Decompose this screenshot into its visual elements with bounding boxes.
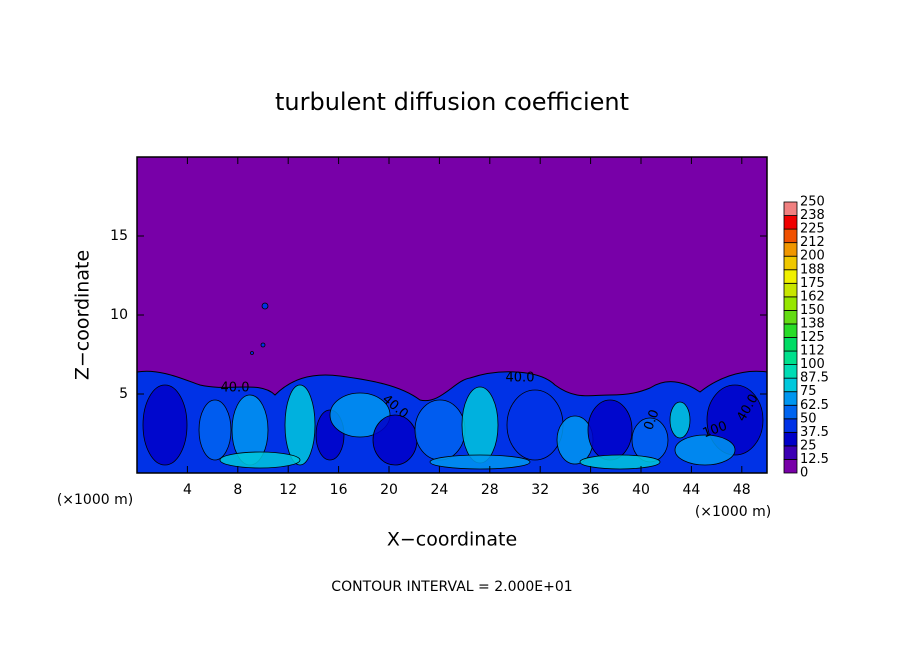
colorbar-box — [783, 323, 798, 338]
colorbar-label: 50 — [800, 411, 817, 426]
colorbar-label: 188 — [800, 262, 825, 277]
colorbar-label: 212 — [800, 235, 825, 250]
field-blob — [198, 399, 232, 461]
colorbar-box — [783, 296, 798, 311]
field-dot — [261, 302, 269, 310]
y-tick-label: 10 — [110, 307, 128, 323]
contour-label: 40.0 — [221, 381, 250, 396]
contour-label: 0.0 — [641, 408, 662, 433]
field-blob — [579, 454, 661, 470]
x-tick-label: 8 — [233, 482, 242, 498]
colorbar-label: 112 — [800, 344, 825, 359]
field-blob — [329, 392, 391, 438]
x-tick-label: 12 — [279, 482, 297, 498]
field-blob — [429, 454, 531, 470]
colorbar-label: 100 — [800, 357, 825, 372]
contour-label: 40.0 — [506, 371, 535, 386]
colorbar-box — [783, 459, 798, 474]
x-tick-label: 44 — [682, 482, 700, 498]
colorbar-box — [783, 350, 798, 365]
colorbar-label: 225 — [800, 222, 825, 237]
colorbar-label: 150 — [800, 303, 825, 318]
x-unit-label: (×1000 m) — [57, 492, 133, 508]
colorbar-box — [783, 215, 798, 230]
colorbar-label: 12.5 — [800, 452, 829, 467]
field-dot — [250, 351, 254, 355]
colorbar-label: 200 — [800, 249, 825, 264]
chart-title: turbulent diffusion coefficient — [275, 88, 629, 116]
colorbar-box — [783, 309, 798, 325]
colorbar-label: 138 — [800, 316, 825, 331]
x-tick-label: 24 — [430, 482, 448, 498]
colorbar-box — [783, 364, 798, 379]
y-tick-label: 5 — [119, 386, 128, 402]
colorbar-box — [783, 377, 798, 393]
colorbar-label: 175 — [800, 276, 825, 291]
x-tick-label: 36 — [582, 482, 600, 498]
colorbar-box — [783, 201, 798, 216]
x-tick-label: 32 — [531, 482, 549, 498]
y-tick-label: 15 — [110, 228, 128, 244]
colorbar-box — [783, 391, 798, 406]
field-blob — [142, 384, 188, 466]
field-blob — [372, 414, 418, 466]
x-axis-label: X−coordinate — [387, 529, 517, 551]
colorbar-box — [783, 282, 798, 298]
colorbar-box — [783, 431, 798, 447]
colorbar-label: 125 — [800, 330, 825, 345]
colorbar-label: 75 — [800, 384, 817, 399]
colorbar-box — [783, 445, 798, 460]
field: 40.040.040.0 40.00.0 100 — [136, 157, 768, 474]
x-tick-label: 16 — [330, 482, 348, 498]
colorbar-label: 162 — [800, 289, 825, 304]
colorbar-box — [783, 418, 798, 433]
colorbar-box — [783, 404, 798, 420]
field-dot — [260, 342, 266, 348]
field-blob — [669, 401, 691, 439]
y-axis-label: Z−coordinate — [72, 250, 94, 380]
colorbar-box — [783, 255, 798, 271]
colorbar-label: 25 — [800, 438, 817, 453]
colorbar-label: 62.5 — [800, 398, 829, 413]
field-blob — [219, 451, 301, 469]
x-tick-label: 20 — [380, 482, 398, 498]
field-blob — [674, 434, 736, 466]
footnote: CONTOUR INTERVAL = 2.000E+01 — [331, 579, 572, 595]
colorbar-box — [783, 337, 798, 352]
colorbar-box — [783, 242, 798, 257]
field-blob — [506, 389, 564, 461]
colorbar-label: 0 — [800, 466, 808, 481]
colorbar-box — [783, 228, 798, 244]
x-unit-label: (×1000 m) — [695, 504, 771, 520]
x-tick-label: 28 — [481, 482, 499, 498]
colorbar-label: 87.5 — [800, 371, 829, 386]
colorbar-box — [783, 269, 798, 284]
colorbar-label: 37.5 — [800, 425, 829, 440]
field-blob — [461, 386, 499, 464]
field-blob — [284, 384, 316, 466]
field-blob — [414, 399, 466, 461]
x-tick-label: 4 — [183, 482, 192, 498]
colorbar-label: 238 — [800, 208, 825, 223]
field-blob — [587, 399, 633, 461]
x-tick-label: 40 — [632, 482, 650, 498]
field-blob — [556, 415, 594, 465]
colorbar-label: 250 — [800, 195, 825, 210]
x-tick-label: 48 — [733, 482, 751, 498]
